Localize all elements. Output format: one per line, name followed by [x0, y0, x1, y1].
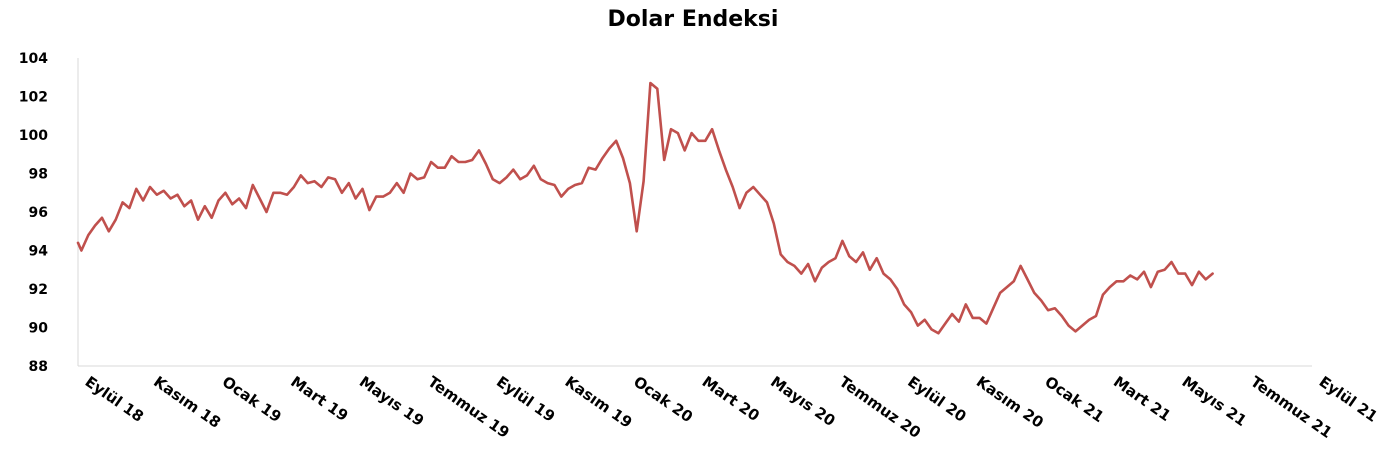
- chart-title: Dolar Endeksi: [608, 7, 779, 32]
- x-tick-label: Eylül 19: [493, 373, 558, 426]
- x-tick-label: Eylül 20: [904, 373, 969, 426]
- y-tick-label: 102: [19, 90, 48, 106]
- x-tick-label: Ocak 19: [219, 373, 285, 427]
- x-tick-label: Eylül 18: [82, 373, 147, 426]
- y-tick-label: 88: [29, 359, 48, 375]
- x-tick-label: Mayıs 21: [1179, 373, 1250, 430]
- series-line-0: [76, 81, 1214, 335]
- x-tick-label: Kasım 20: [973, 373, 1047, 432]
- x-tick-label: Kasım 18: [150, 373, 224, 432]
- x-tick-label: Mart 19: [287, 373, 351, 425]
- y-tick-label: 92: [29, 282, 48, 298]
- x-tick-label: Eylül 21: [1316, 373, 1381, 426]
- plot-area: [76, 81, 1214, 335]
- x-tick-label: Mart 21: [1110, 373, 1174, 425]
- x-tick-label: Ocak 21: [1041, 373, 1107, 427]
- x-tick-label: Mayıs 20: [767, 373, 838, 430]
- y-tick-label: 90: [29, 321, 49, 337]
- y-tick-label: 98: [29, 167, 48, 183]
- x-tick-label: Mayıs 19: [356, 373, 427, 430]
- x-tick-label: Mart 20: [699, 373, 763, 425]
- y-tick-label: 94: [29, 244, 49, 260]
- y-tick-label: 96: [29, 205, 48, 221]
- x-tick-label: Ocak 20: [630, 373, 696, 427]
- x-tick-label: Kasım 19: [562, 373, 636, 432]
- y-axis: 104 102 100 98 96 94 92 90 88: [19, 51, 79, 375]
- y-tick-label: 100: [19, 128, 48, 144]
- y-tick-label: 104: [19, 51, 48, 67]
